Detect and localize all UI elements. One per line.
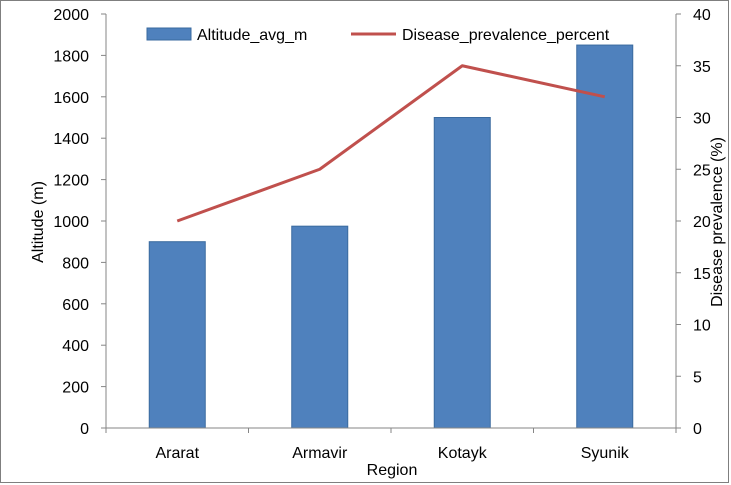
bar-kotayk bbox=[433, 117, 491, 429]
y-axis-title: Altitude (m) bbox=[30, 181, 47, 263]
legend: Altitude_avg_m Disease_prevalence_percen… bbox=[146, 27, 610, 44]
left-tick-label: 1000 bbox=[53, 214, 89, 231]
x-axis-title: Region bbox=[367, 462, 418, 479]
right-tick-label: 20 bbox=[693, 214, 711, 231]
left-tick-label: 1800 bbox=[53, 48, 89, 65]
bar-armavir bbox=[291, 225, 349, 429]
right-tick-label: 5 bbox=[693, 369, 702, 386]
right-tick-label: 30 bbox=[693, 111, 711, 128]
left-tick-label: 600 bbox=[62, 297, 89, 314]
bar-series-altitude bbox=[148, 44, 634, 429]
right-axis-ticks: 0 5 10 15 20 25 30 35 40 bbox=[676, 7, 711, 438]
right-tick-label: 0 bbox=[693, 421, 702, 438]
right-tick-label: 40 bbox=[693, 7, 711, 24]
y2-axis-title: Disease prevalence (%) bbox=[709, 137, 726, 307]
legend-label-disease-prevalence: Disease_prevalence_percent bbox=[402, 27, 610, 44]
x-tick-label: Syunik bbox=[581, 445, 630, 462]
x-tick-label: Kotayk bbox=[438, 445, 488, 462]
right-tick-label: 15 bbox=[693, 266, 711, 283]
left-tick-label: 0 bbox=[80, 421, 89, 438]
left-axis-ticks: 0 200 400 600 800 1000 1200 1400 1600 1800 2000 bbox=[53, 7, 106, 438]
left-tick-label: 1600 bbox=[53, 90, 89, 107]
left-tick-label: 1200 bbox=[53, 173, 89, 190]
line-path bbox=[176, 64, 606, 223]
left-tick-label: 800 bbox=[62, 255, 89, 272]
line-series-disease-prevalence bbox=[176, 64, 606, 223]
right-tick-label: 25 bbox=[693, 162, 711, 179]
legend-swatch-altitude bbox=[146, 27, 192, 41]
left-tick-label: 400 bbox=[62, 338, 89, 355]
left-tick-label: 1400 bbox=[53, 131, 89, 148]
right-tick-label: 35 bbox=[693, 59, 711, 76]
x-axis-ticks: Ararat Armavir Kotayk Syunik bbox=[105, 428, 677, 462]
left-tick-label: 200 bbox=[62, 380, 89, 397]
right-tick-label: 10 bbox=[693, 318, 711, 335]
x-tick-label: Armavir bbox=[292, 445, 348, 462]
x-tick-label: Ararat bbox=[155, 445, 199, 462]
bar-ararat bbox=[148, 241, 206, 429]
bar-syunik bbox=[576, 44, 634, 429]
legend-label-altitude: Altitude_avg_m bbox=[197, 27, 307, 44]
left-tick-label: 2000 bbox=[53, 7, 89, 24]
